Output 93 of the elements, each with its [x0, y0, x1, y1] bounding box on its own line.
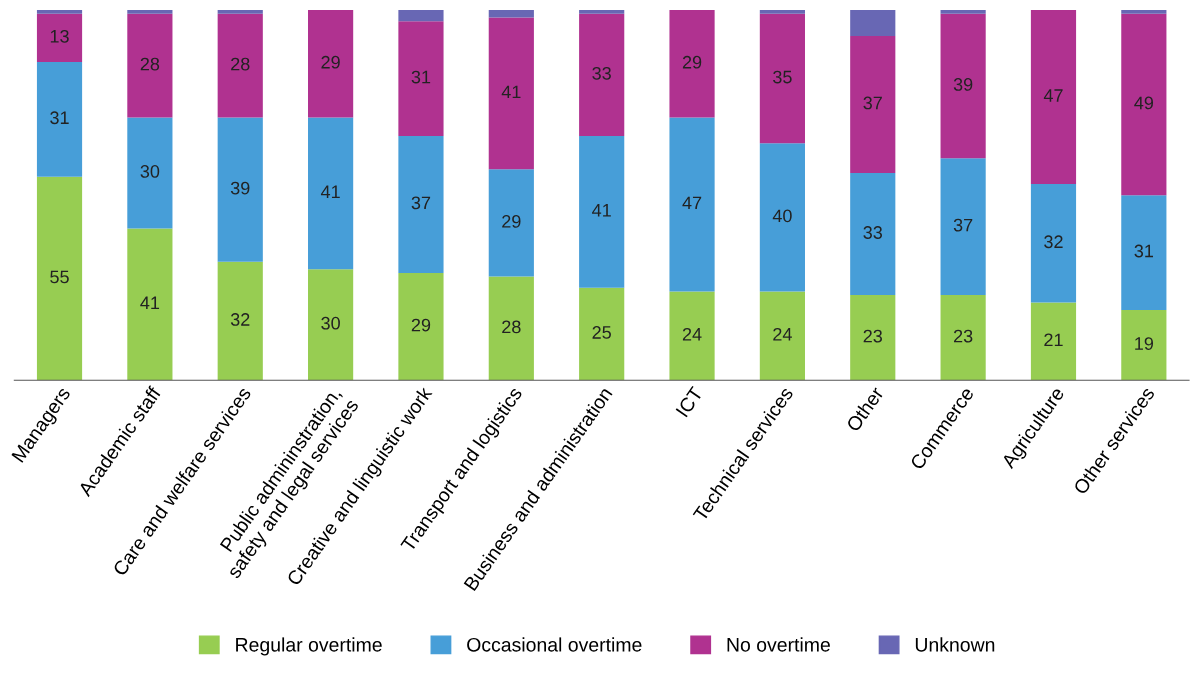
- bar: [669, 10, 715, 118]
- bar: [127, 13, 173, 118]
- data-label: 32: [1044, 235, 1063, 249]
- bar: [398, 21, 444, 136]
- bar: [1030, 302, 1077, 381]
- bar: [1121, 13, 1167, 196]
- bar: [759, 291, 805, 381]
- data-label: 21: [1044, 333, 1063, 347]
- data-label: 39: [230, 181, 250, 195]
- bar: [36, 13, 83, 62]
- bar: [217, 261, 263, 381]
- bar: [217, 10, 263, 14]
- bar: [579, 13, 625, 136]
- bar: [579, 135, 625, 288]
- data-label: 32: [230, 313, 250, 326]
- data-label: 37: [411, 196, 431, 210]
- data-label: 41: [320, 185, 340, 198]
- bar: [308, 269, 354, 381]
- bar: [127, 10, 173, 14]
- data-label: 40: [772, 209, 792, 223]
- data-label: 29: [502, 214, 521, 228]
- data-label: 37: [863, 96, 882, 110]
- data-label: 41: [140, 296, 160, 310]
- bar: [850, 36, 896, 173]
- legend-label: Regular overtime: [236, 637, 382, 656]
- bar: [488, 169, 534, 277]
- bar: [669, 117, 715, 292]
- data-label: 30: [321, 316, 340, 330]
- bar: [850, 10, 896, 37]
- bar: [217, 13, 263, 118]
- bar: [1121, 195, 1167, 310]
- bar: [127, 228, 173, 381]
- legend-label: No overtime: [727, 637, 830, 652]
- data-label: 19: [1135, 337, 1154, 350]
- data-label: 24: [682, 327, 702, 341]
- data-label: 31: [50, 111, 69, 125]
- bar: [579, 287, 625, 381]
- bar: [488, 10, 534, 18]
- data-label: 47: [1043, 89, 1063, 102]
- legend-label: Occasional overtime: [467, 637, 642, 652]
- data-label: 41: [592, 204, 611, 217]
- bar: [488, 17, 534, 170]
- data-label: 31: [411, 70, 431, 84]
- bar: [669, 291, 715, 381]
- bar: [940, 295, 986, 381]
- bar: [1121, 309, 1167, 381]
- bar: [127, 117, 173, 229]
- bar: [759, 143, 805, 292]
- bar: [398, 10, 444, 22]
- data-label: 37: [953, 218, 973, 232]
- bar: [398, 135, 444, 273]
- bar: [759, 10, 805, 14]
- bar: [1030, 10, 1077, 185]
- data-label: 49: [1134, 96, 1154, 110]
- bar: [36, 176, 83, 381]
- data-label: 29: [411, 318, 431, 332]
- legend-label: Unknown: [915, 637, 995, 652]
- bar: [579, 10, 625, 14]
- bar: [308, 117, 354, 270]
- bar: [850, 295, 896, 381]
- bar: [940, 158, 986, 296]
- x-tick-label: ICT: [675, 385, 704, 418]
- bar: [308, 10, 354, 118]
- data-label: 29: [321, 55, 340, 69]
- bar: [217, 117, 263, 262]
- bar: [36, 10, 83, 14]
- data-label: 33: [592, 66, 611, 80]
- data-label: 30: [140, 165, 160, 178]
- bar: [940, 10, 986, 14]
- data-label: 33: [863, 226, 883, 239]
- bar: [1030, 184, 1077, 303]
- data-label: 39: [953, 78, 973, 91]
- data-label: 28: [140, 57, 160, 71]
- data-label: 31: [1134, 244, 1154, 258]
- bar: [488, 276, 534, 381]
- data-label: 29: [682, 55, 702, 69]
- data-label: 23: [953, 329, 973, 343]
- data-label: 47: [682, 196, 702, 210]
- data-label: 55: [50, 270, 69, 284]
- data-label: 28: [502, 320, 521, 334]
- bar: [850, 172, 896, 296]
- bar: [940, 13, 986, 159]
- data-label: 28: [231, 57, 250, 71]
- data-label: 35: [773, 70, 792, 84]
- data-label: 25: [592, 326, 611, 339]
- data-label: 41: [501, 85, 521, 99]
- data-label: 23: [863, 329, 883, 343]
- bar: [759, 13, 805, 144]
- bar: [1121, 10, 1167, 14]
- bar: [36, 61, 83, 177]
- data-label: 24: [773, 327, 792, 341]
- data-label: 13: [50, 29, 69, 43]
- bar: [398, 272, 444, 381]
